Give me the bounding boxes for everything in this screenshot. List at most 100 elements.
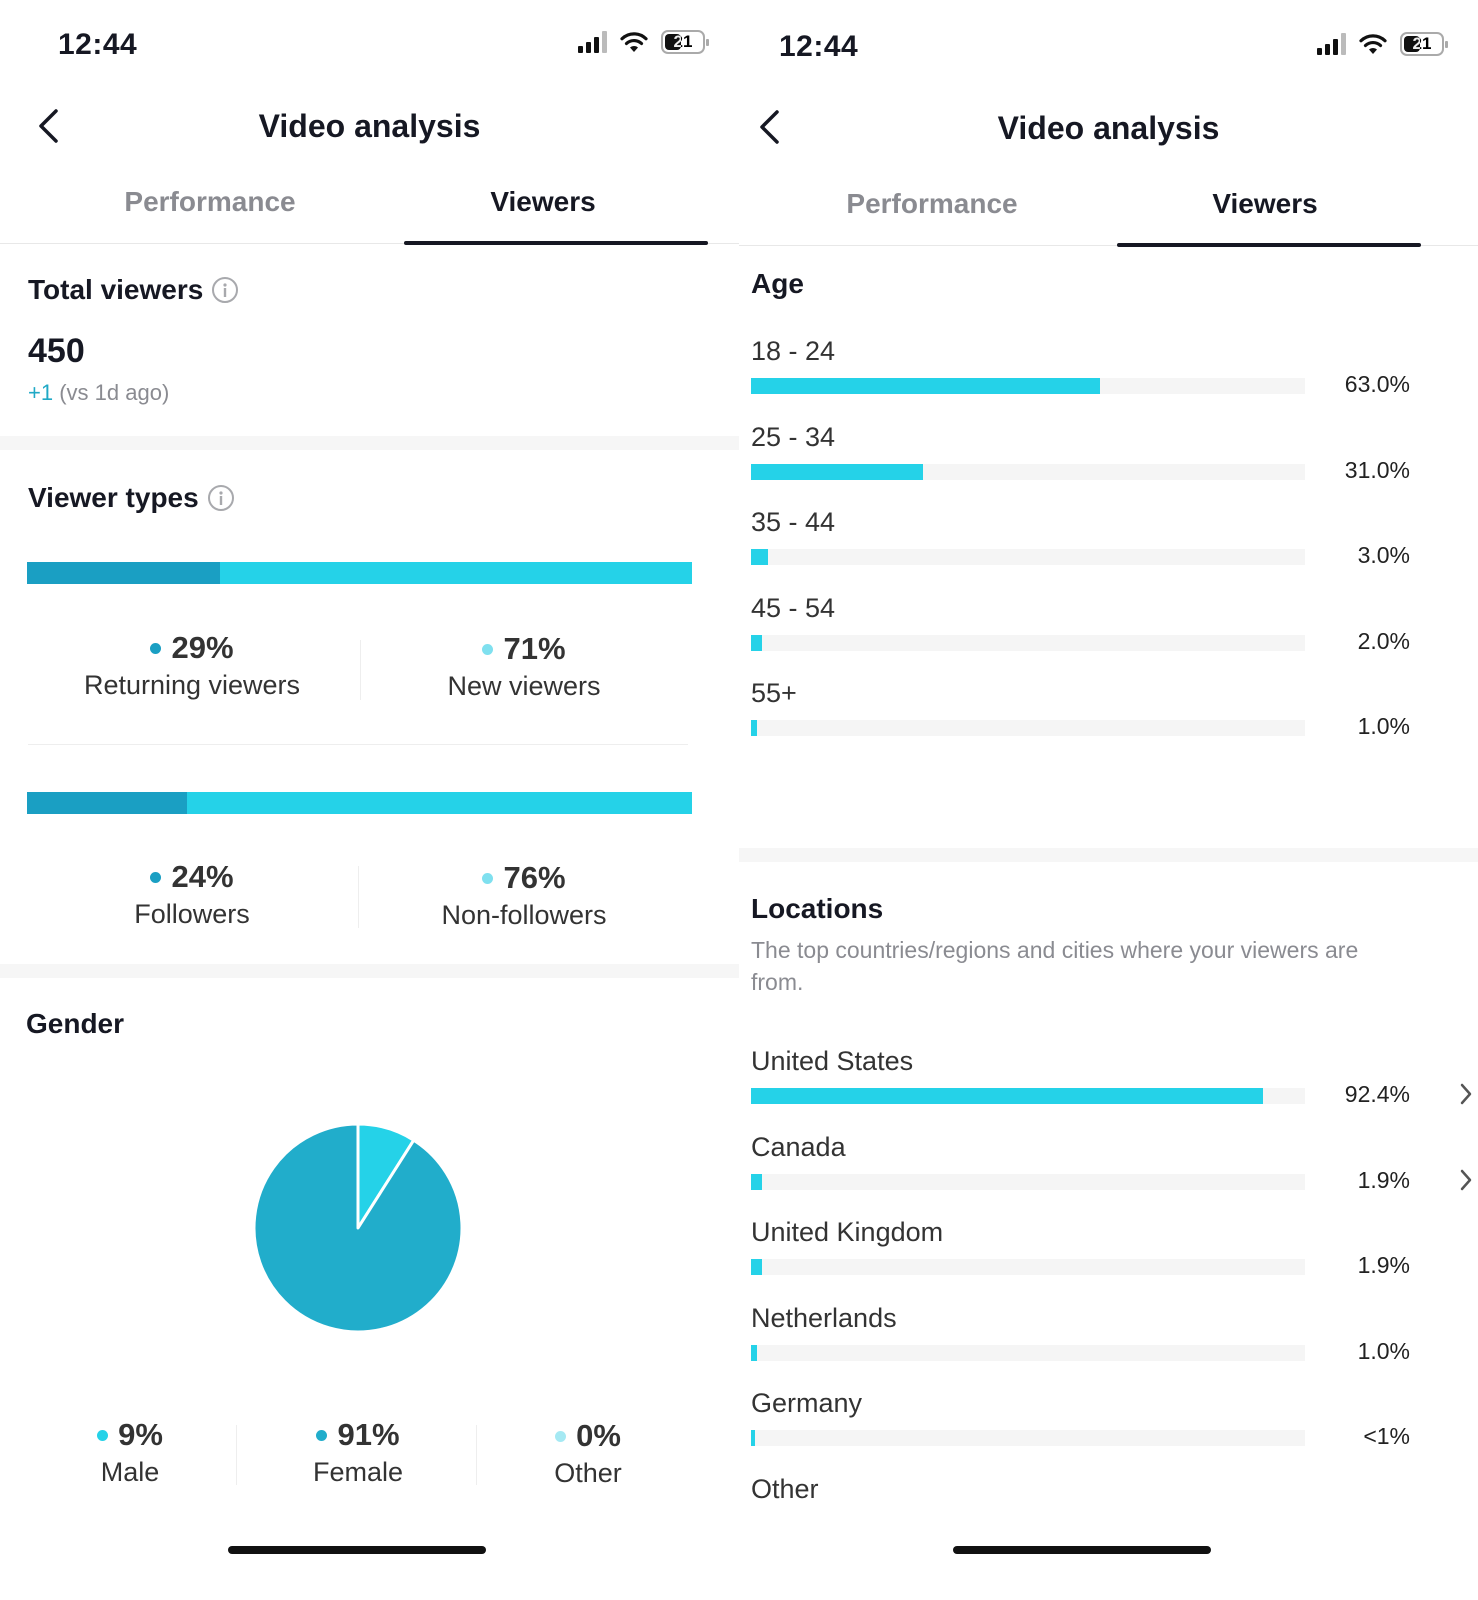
legend-dot — [316, 1429, 328, 1441]
legend-dot — [97, 1429, 109, 1441]
row-label: 55+ — [751, 678, 797, 708]
row-percent: 2.0% — [1357, 627, 1410, 654]
tab-performance[interactable]: Performance — [846, 188, 1018, 219]
total-viewers-value: 450 — [28, 332, 85, 370]
followers-stat: 24% Followers — [62, 859, 322, 930]
locations-description: The top countries/regions and cities whe… — [751, 937, 1359, 995]
row-percent: <1% — [1363, 1423, 1410, 1449]
legend-dot — [482, 872, 494, 884]
row-label: Netherlands — [751, 1302, 897, 1333]
total-viewers-title: Total viewers — [28, 274, 239, 306]
home-indicator[interactable] — [228, 1546, 486, 1554]
tab-viewers[interactable]: Viewers — [1212, 188, 1318, 219]
row-percent: 1.0% — [1357, 713, 1410, 739]
gender-pie-chart — [252, 1122, 464, 1334]
tab-viewers[interactable]: Viewers — [490, 186, 596, 217]
legend-dot — [150, 871, 162, 883]
stat-label: Female — [312, 1457, 404, 1487]
legend-dot — [150, 642, 162, 654]
nonfollowers-segment — [186, 792, 692, 814]
row-percent: 3.0% — [1357, 542, 1410, 568]
chevron-right-icon[interactable] — [1458, 1082, 1474, 1106]
row-percent: 31.0% — [1344, 456, 1410, 483]
new-segment — [219, 562, 692, 584]
stat-separator — [476, 1425, 477, 1485]
tab-underline — [404, 241, 708, 245]
delta-suffix: (vs 1d ago) — [59, 380, 170, 405]
row-bar-track — [751, 720, 1305, 736]
status-icons: 21 — [1317, 32, 1448, 56]
page-title: Video analysis — [258, 108, 481, 144]
gender-female-stat: 91% Female — [228, 1417, 488, 1488]
row-percent: 1.9% — [1357, 1252, 1410, 1278]
tab-bar: Performance Viewers — [739, 188, 1478, 247]
row-bar-track — [751, 634, 1305, 651]
viewer-types-label: Viewer types — [28, 482, 199, 513]
info-icon[interactable] — [207, 484, 235, 512]
info-icon[interactable] — [211, 276, 239, 304]
returning-segment — [27, 562, 220, 584]
stat-label: Non-followers — [441, 900, 607, 930]
gender-male-stat: 9% Male — [0, 1417, 260, 1488]
row-bar-track — [751, 1088, 1305, 1104]
stat-percent: 91% — [337, 1417, 400, 1452]
group-separator — [28, 744, 688, 745]
section-divider — [739, 848, 1478, 862]
total-viewers-label: Total viewers — [28, 274, 204, 305]
row-bar-fill — [751, 1088, 1263, 1104]
row-bar-fill — [751, 1259, 762, 1275]
returning-vs-new-bar — [27, 562, 692, 584]
signal-icon — [578, 31, 607, 53]
status-icons: 21 — [578, 30, 709, 54]
section-divider — [0, 436, 739, 450]
stat-separator — [236, 1425, 237, 1485]
chevron-left-icon — [39, 109, 58, 143]
row-bar-fill — [751, 463, 923, 480]
tab-bar: Performance Viewers — [0, 186, 739, 245]
row-bar-fill — [751, 549, 768, 565]
stat-percent: 9% — [118, 1417, 163, 1452]
row-label: United States — [751, 1046, 914, 1076]
row-bar-track — [751, 463, 1305, 480]
followers-segment — [27, 792, 187, 814]
status-time: 12:44 — [779, 30, 859, 63]
viewer-types-title: Viewer types — [28, 482, 235, 514]
signal-icon — [1317, 33, 1346, 55]
followers-vs-nonfollowers-bar — [27, 792, 692, 814]
stat-label: Other — [554, 1458, 622, 1488]
back-button[interactable] — [749, 107, 789, 147]
row-bar-track — [751, 378, 1305, 394]
stat-percent: 29% — [171, 630, 234, 665]
returning-viewers-stat: 29% Returning viewers — [62, 630, 322, 701]
gender-title: Gender — [26, 1008, 125, 1039]
tab-performance[interactable]: Performance — [124, 186, 296, 217]
age-title: Age — [751, 268, 804, 299]
row-bar-fill — [751, 378, 1101, 394]
total-viewers-delta: +1 (vs 1d ago) — [28, 380, 169, 406]
stat-label: Male — [100, 1457, 160, 1487]
row-label: 35 - 44 — [751, 507, 836, 537]
stat-label: New viewers — [447, 671, 601, 701]
home-indicator[interactable] — [953, 1546, 1211, 1554]
battery-icon: 21 — [1400, 32, 1448, 56]
row-label: Germany — [751, 1388, 863, 1418]
new-viewers-stat: 71% New viewers — [394, 631, 654, 702]
stat-label: Returning viewers — [83, 670, 301, 700]
chevron-right-icon[interactable] — [1458, 1168, 1474, 1192]
wifi-icon — [1359, 34, 1387, 54]
battery-level: 21 — [673, 32, 693, 51]
row-bar-track — [751, 1344, 1305, 1361]
delta-value: +1 — [28, 380, 54, 405]
locations-other-label: Other — [751, 1474, 819, 1504]
row-label: 18 - 24 — [751, 336, 836, 366]
row-bar-track — [751, 1259, 1305, 1275]
pie-slice-female — [252, 1122, 464, 1334]
row-bar-track — [751, 1430, 1305, 1446]
section-divider — [0, 964, 739, 978]
stat-percent: 24% — [171, 859, 234, 894]
wifi-icon — [620, 32, 648, 52]
stat-separator — [360, 640, 361, 700]
row-label: 25 - 34 — [751, 421, 836, 452]
chevron-left-icon — [760, 110, 779, 144]
back-button[interactable] — [28, 106, 68, 146]
